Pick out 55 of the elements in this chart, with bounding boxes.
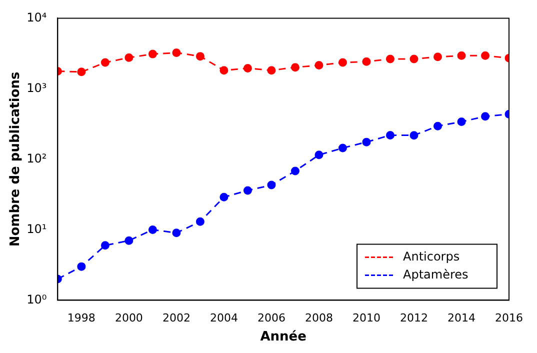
point	[172, 228, 181, 238]
point	[100, 58, 110, 67]
point	[290, 63, 300, 72]
point	[220, 192, 228, 202]
x-tick-label: 2004	[210, 312, 238, 325]
y-tick-label: 10³	[26, 80, 47, 95]
point	[100, 241, 110, 250]
point	[457, 117, 466, 126]
x-tick-label: 2000	[114, 312, 143, 325]
point	[433, 52, 442, 62]
legend-label: Anticorps	[403, 249, 460, 264]
y-tick-label: 10⁰	[26, 292, 47, 306]
x-tick-label: 2002	[162, 312, 190, 325]
point	[77, 262, 86, 271]
point	[386, 130, 394, 140]
x-tick-label: 2016	[495, 312, 523, 325]
x-tick-label: 1998	[67, 312, 96, 325]
point	[386, 54, 394, 64]
point	[148, 225, 157, 234]
point	[267, 66, 276, 75]
point	[362, 57, 371, 66]
point	[410, 54, 418, 64]
point	[314, 150, 324, 160]
point	[172, 48, 181, 57]
point	[362, 138, 371, 146]
point	[433, 122, 442, 130]
x-tick-label: 2008	[304, 312, 333, 325]
point	[196, 217, 204, 226]
point	[243, 186, 252, 195]
y-tick-label: 10²	[26, 151, 47, 166]
point	[77, 68, 86, 76]
point	[148, 50, 157, 58]
x-tick-label: 2014	[447, 312, 476, 325]
point	[196, 52, 204, 61]
legend-label: Aptamères	[403, 267, 468, 282]
y-tick-label: 10¹	[26, 222, 47, 236]
x-tick-label: 2006	[257, 312, 286, 325]
point	[124, 236, 134, 245]
point	[410, 131, 418, 140]
point	[480, 112, 490, 121]
x-tick-label: 2012	[400, 312, 428, 325]
point	[314, 61, 324, 70]
point	[338, 58, 347, 67]
x-axis-title: Année	[260, 330, 307, 345]
point	[480, 51, 490, 60]
point	[267, 180, 276, 190]
point	[243, 64, 252, 73]
x-tick-label: 2010	[352, 312, 380, 325]
y-tick-label: 10⁴	[26, 10, 47, 24]
point	[290, 166, 300, 176]
point	[124, 53, 134, 62]
point	[338, 144, 347, 152]
point	[220, 66, 228, 75]
y-axis-title: Nombre de publications	[8, 71, 24, 247]
point	[457, 51, 466, 60]
